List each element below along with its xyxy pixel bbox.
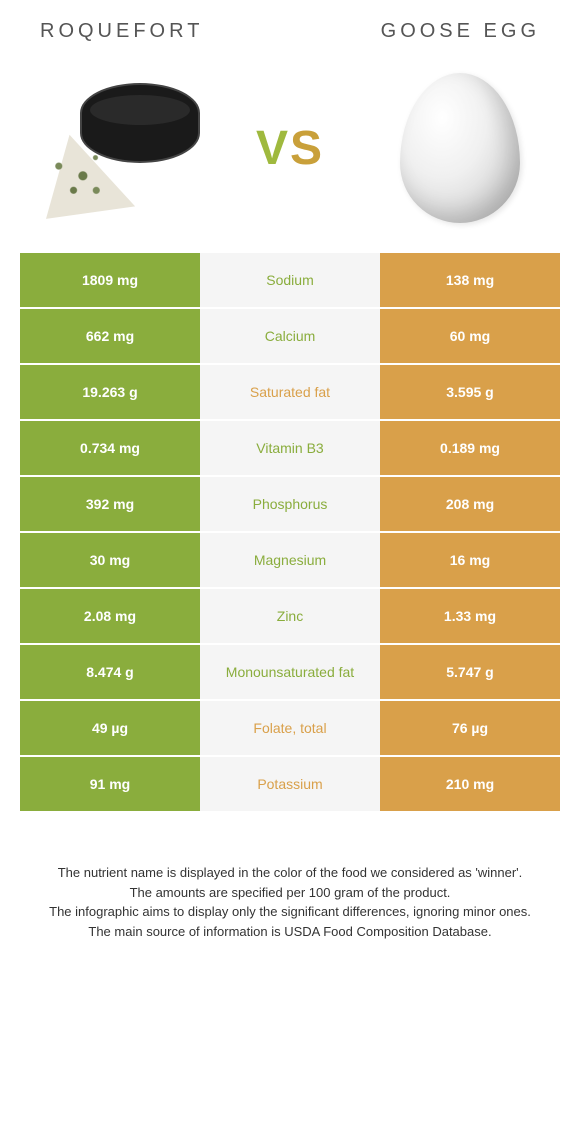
left-value: 662 mg [20,309,200,363]
vs-badge: VS [256,121,324,176]
footer-line: The main source of information is USDA F… [40,922,540,942]
left-food-image [30,68,210,228]
nutrient-table: 1809 mgSodium138 mg662 mgCalcium60 mg19.… [0,253,580,811]
right-value: 76 µg [380,701,560,755]
right-food-title: Goose egg [381,20,540,43]
nutrient-label: Sodium [200,253,380,307]
nutrient-row: 392 mgPhosphorus208 mg [20,477,560,531]
right-value: 0.189 mg [380,421,560,475]
nutrient-label: Magnesium [200,533,380,587]
nutrient-row: 8.474 gMonounsaturated fat5.747 g [20,645,560,699]
right-value: 208 mg [380,477,560,531]
nutrient-row: 91 mgPotassium210 mg [20,757,560,811]
nutrient-row: 1809 mgSodium138 mg [20,253,560,307]
left-value: 2.08 mg [20,589,200,643]
header: Roquefort Goose egg [0,0,580,53]
images-row: VS [0,53,580,253]
nutrient-row: 19.263 gSaturated fat3.595 g [20,365,560,419]
right-value: 5.747 g [380,645,560,699]
left-value: 91 mg [20,757,200,811]
left-value: 0.734 mg [20,421,200,475]
right-food-image [370,68,550,228]
left-value: 49 µg [20,701,200,755]
footer-notes: The nutrient name is displayed in the co… [0,813,580,941]
right-value: 16 mg [380,533,560,587]
nutrient-label: Saturated fat [200,365,380,419]
left-value: 8.474 g [20,645,200,699]
nutrient-label: Zinc [200,589,380,643]
footer-line: The amounts are specified per 100 gram o… [40,883,540,903]
nutrient-row: 0.734 mgVitamin B30.189 mg [20,421,560,475]
nutrient-label: Potassium [200,757,380,811]
left-value: 30 mg [20,533,200,587]
nutrient-label: Folate, total [200,701,380,755]
right-value: 60 mg [380,309,560,363]
nutrient-row: 2.08 mgZinc1.33 mg [20,589,560,643]
nutrient-label: Vitamin B3 [200,421,380,475]
right-value: 3.595 g [380,365,560,419]
nutrient-row: 662 mgCalcium60 mg [20,309,560,363]
left-value: 392 mg [20,477,200,531]
nutrient-label: Monounsaturated fat [200,645,380,699]
egg-icon [400,73,520,223]
footer-line: The infographic aims to display only the… [40,902,540,922]
cheese-icon [40,83,200,213]
left-value: 19.263 g [20,365,200,419]
right-value: 210 mg [380,757,560,811]
footer-line: The nutrient name is displayed in the co… [40,863,540,883]
nutrient-label: Calcium [200,309,380,363]
right-value: 138 mg [380,253,560,307]
left-food-title: Roquefort [40,20,203,43]
right-value: 1.33 mg [380,589,560,643]
nutrient-row: 30 mgMagnesium16 mg [20,533,560,587]
left-value: 1809 mg [20,253,200,307]
nutrient-row: 49 µgFolate, total76 µg [20,701,560,755]
nutrient-label: Phosphorus [200,477,380,531]
